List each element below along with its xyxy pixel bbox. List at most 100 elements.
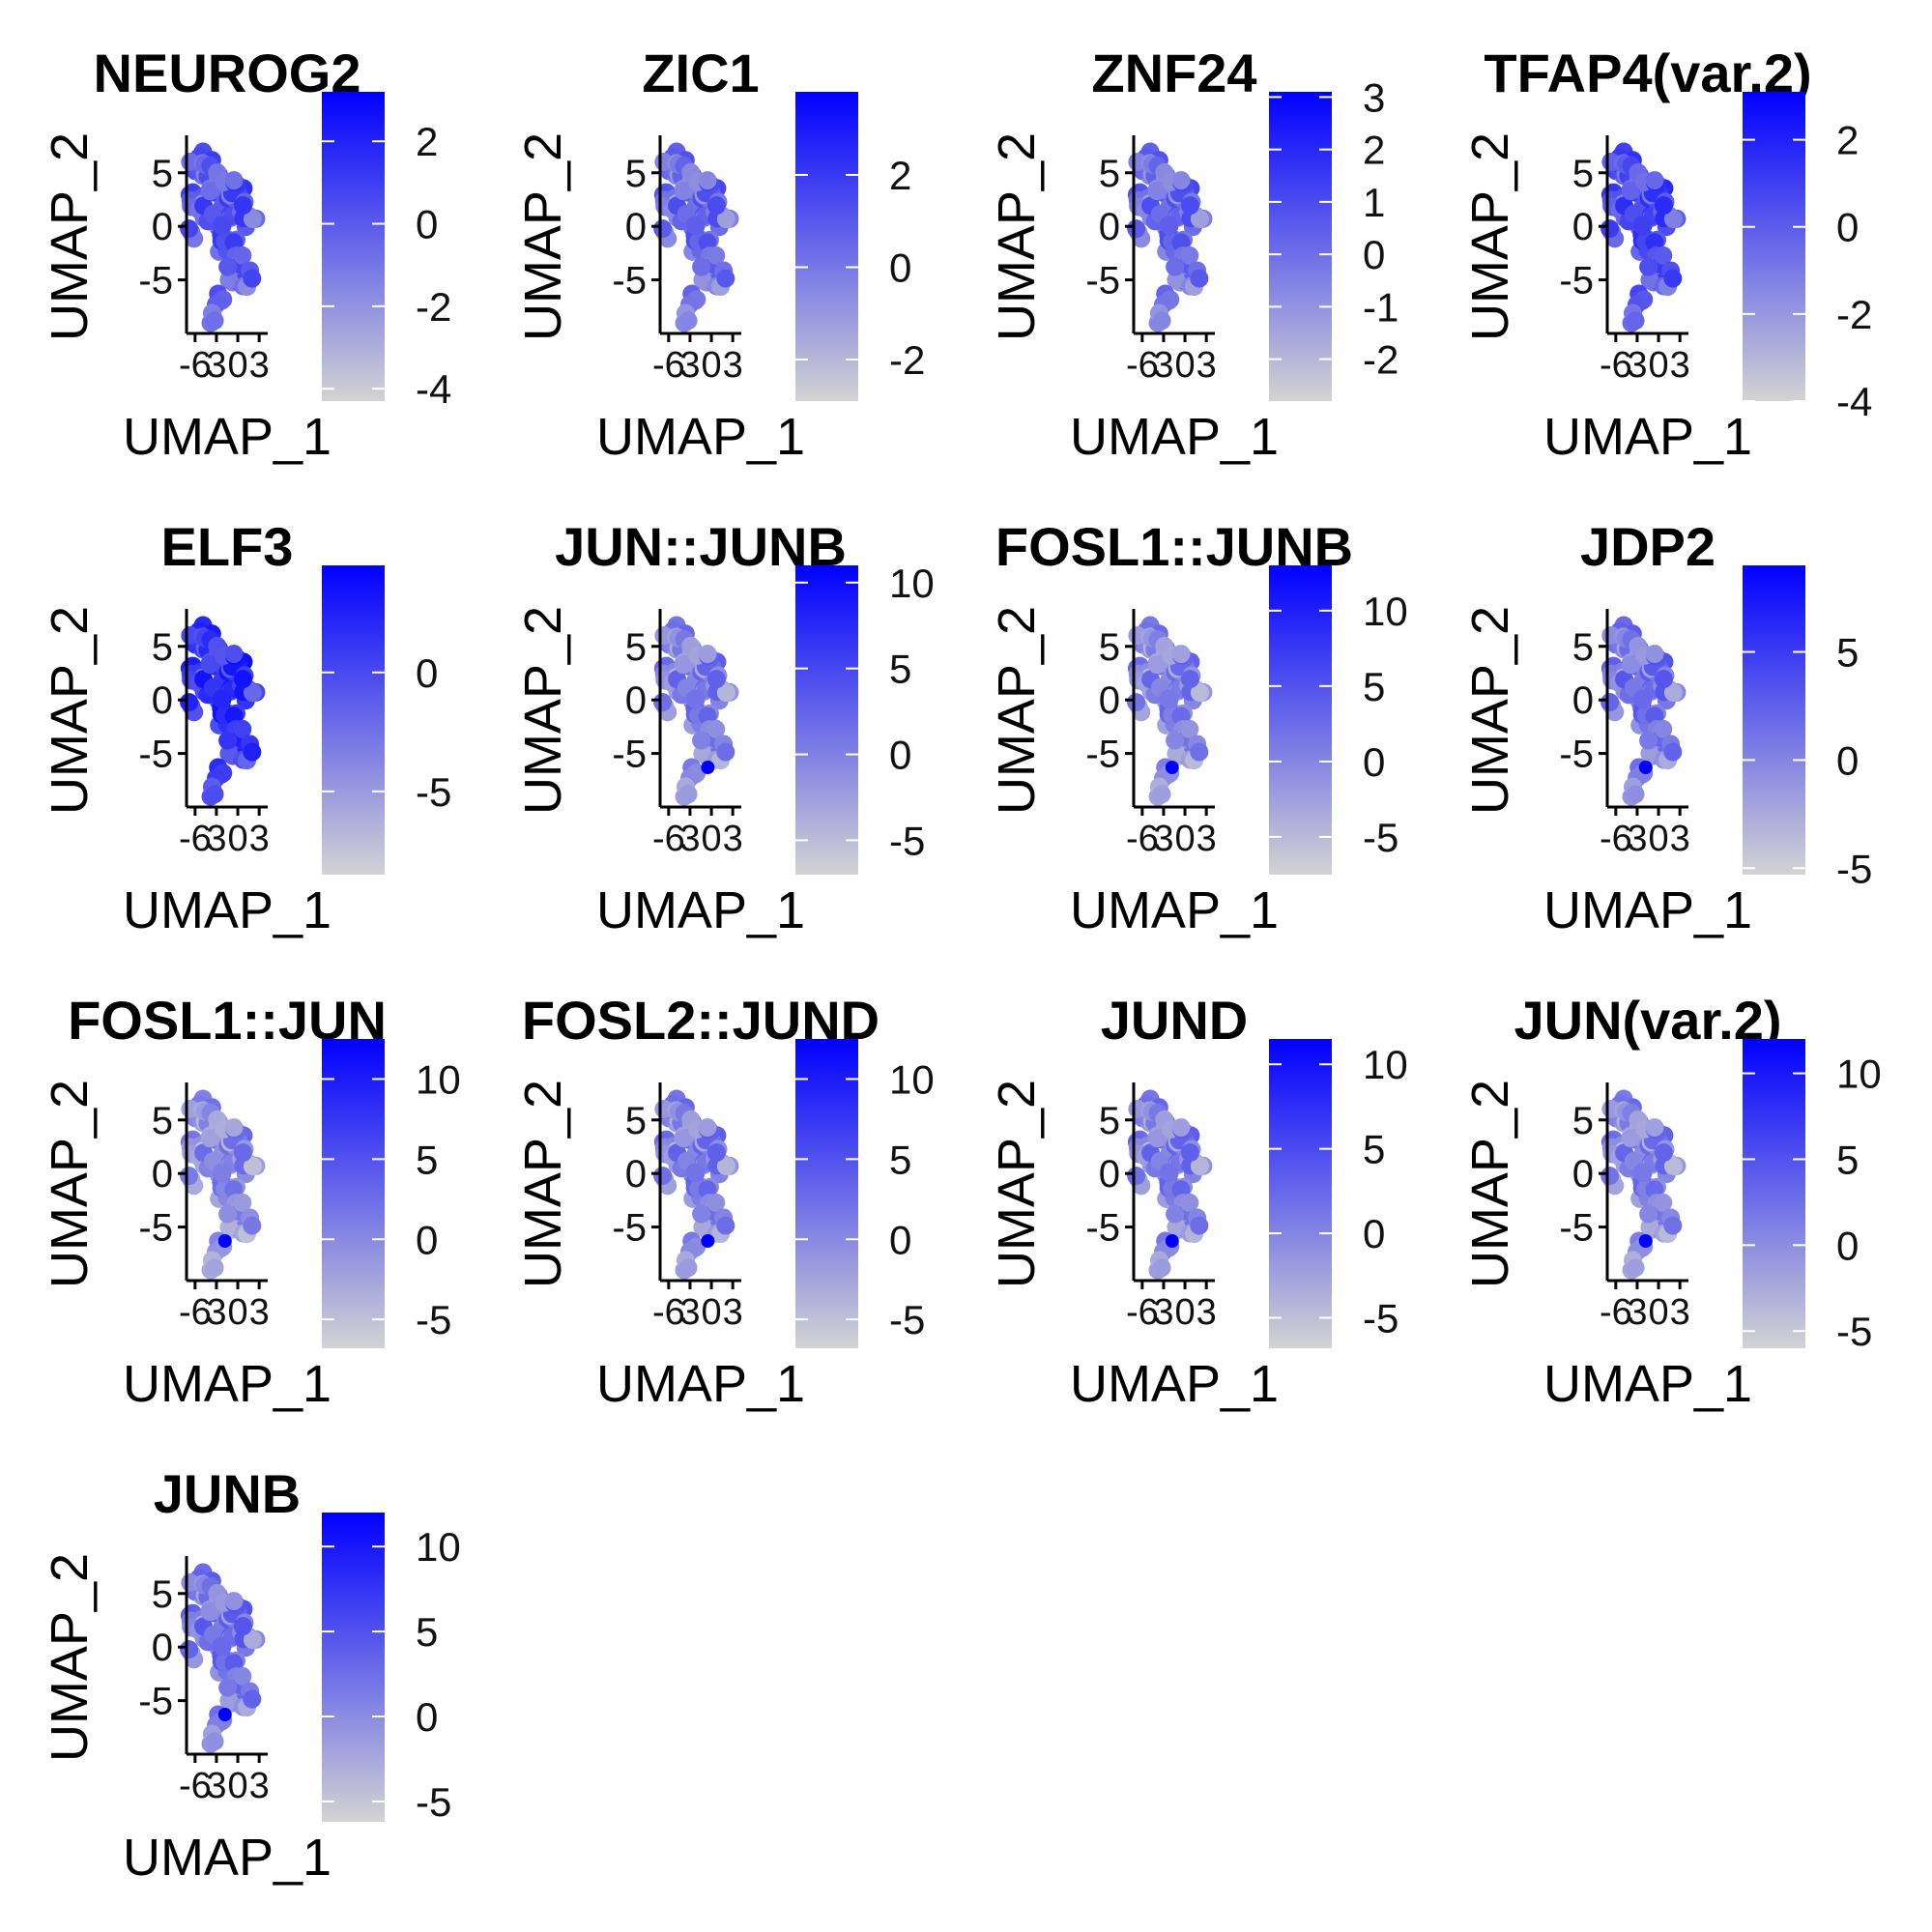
cell-point <box>1147 182 1167 201</box>
x-tick-label: 3 <box>1670 1292 1690 1333</box>
colorbar-tick-label: -5 <box>889 1297 925 1342</box>
y-axis-label: UMAP_2 <box>1461 1080 1519 1288</box>
x-axis-label: UMAP_1 <box>1543 1355 1752 1413</box>
cell-point <box>1600 1167 1620 1186</box>
cell-point <box>1645 1118 1664 1138</box>
cell-point <box>233 196 252 216</box>
colorbar <box>1269 565 1332 875</box>
colorbar-tick-label: 0 <box>889 1217 911 1262</box>
x-tick-label: 0 <box>1174 345 1195 386</box>
x-tick-label: -6 <box>652 1292 685 1333</box>
y-tick-label: 0 <box>625 1153 647 1196</box>
y-tick-label: 0 <box>1572 679 1594 722</box>
cell-point <box>1180 670 1199 689</box>
x-tick-label: -6 <box>1126 345 1159 386</box>
colorbar-tick-label: 10 <box>1363 1042 1408 1087</box>
cell-point <box>1626 311 1645 331</box>
x-axis-label: UMAP_1 <box>596 1355 805 1413</box>
x-tick-label: -6 <box>179 345 212 386</box>
cell-point <box>1127 693 1146 712</box>
highlight-point <box>217 1234 232 1248</box>
colorbar-tick-label: 3 <box>1363 74 1385 120</box>
y-tick-label: 5 <box>625 1100 647 1142</box>
x-tick-label: 3 <box>1627 345 1647 386</box>
cell-point <box>1171 171 1191 190</box>
x-tick-label: -6 <box>1126 1292 1159 1333</box>
y-tick-label: -5 <box>138 260 173 303</box>
colorbar-tick-label: -4 <box>416 366 451 412</box>
colorbar-tick-label: -5 <box>1363 1296 1399 1341</box>
colorbar-tick-label: 0 <box>1836 205 1859 250</box>
cell-point <box>653 219 673 239</box>
colorbar-tick-label: 0 <box>889 733 911 778</box>
x-axis-label: UMAP_1 <box>596 881 805 939</box>
y-tick-label: -5 <box>1559 734 1594 776</box>
cell-point <box>706 719 726 738</box>
cell-point <box>698 1118 717 1138</box>
panel-title: JUN(var.2) <box>1514 990 1781 1051</box>
cell-point <box>1166 731 1185 750</box>
y-tick-label: 5 <box>1099 1100 1120 1142</box>
cell-point <box>1633 216 1653 236</box>
x-tick-label: 3 <box>206 819 226 859</box>
colorbar-tick-label: 5 <box>416 1609 438 1655</box>
cell-point <box>1180 196 1199 216</box>
panel-title: ELF3 <box>161 516 294 577</box>
x-tick-label: 3 <box>249 819 270 859</box>
colorbar-tick-label: 10 <box>889 1056 935 1102</box>
x-tick-label: 3 <box>723 819 743 859</box>
x-tick-label: -6 <box>652 819 685 859</box>
panel-title: ZNF24 <box>1091 43 1256 103</box>
cell-point <box>224 1592 244 1611</box>
y-tick-label: 5 <box>1572 1100 1594 1142</box>
colorbar <box>322 1039 385 1348</box>
cell-point <box>224 645 244 664</box>
x-axis-label: UMAP_1 <box>123 881 332 939</box>
x-tick-label: 3 <box>206 1292 226 1333</box>
colorbar <box>1743 1039 1805 1348</box>
x-tick-label: 0 <box>701 819 721 859</box>
cell-point <box>205 311 224 331</box>
highlight-point <box>701 1234 715 1248</box>
colorbar-tick-label: -5 <box>1363 815 1399 860</box>
colorbar-tick-label: 10 <box>416 1056 461 1102</box>
highlight-point <box>217 1708 232 1721</box>
cell-point <box>218 731 238 750</box>
colorbar-tick-label: 5 <box>889 1137 911 1182</box>
x-tick-label: 3 <box>1670 345 1690 386</box>
cell-point <box>1663 1157 1683 1176</box>
cell-point <box>1180 1143 1199 1163</box>
cell-point <box>243 1157 262 1176</box>
y-tick-label: 0 <box>152 206 173 248</box>
cell-point <box>1654 719 1673 738</box>
cell-point <box>1147 655 1167 675</box>
cell-point <box>1160 216 1179 236</box>
cell-point <box>200 1602 219 1622</box>
colorbar-tick-label: 0 <box>1836 1223 1859 1268</box>
cell-point <box>706 196 726 216</box>
cell-point <box>1166 1204 1185 1224</box>
cell-point <box>674 1129 693 1148</box>
cell-point <box>686 1164 706 1183</box>
x-tick-label: 3 <box>679 345 700 386</box>
y-tick-label: 0 <box>1099 206 1120 248</box>
cell-point <box>1654 245 1673 265</box>
cell-point <box>674 182 693 201</box>
cell-point <box>243 210 262 229</box>
cell-point <box>1663 742 1683 762</box>
cell-point <box>1633 690 1653 709</box>
cell-point <box>686 216 706 236</box>
cell-point <box>1152 311 1171 331</box>
highlight-point <box>1165 761 1179 774</box>
cell-point <box>1621 1129 1640 1148</box>
colorbar-tick-label: 0 <box>416 1694 438 1740</box>
cell-point <box>1190 742 1209 762</box>
colorbar-tick-label: 10 <box>1363 589 1408 634</box>
y-tick-label: 5 <box>1099 626 1120 669</box>
x-tick-label: 3 <box>249 1766 270 1806</box>
x-tick-label: 0 <box>1648 819 1668 859</box>
